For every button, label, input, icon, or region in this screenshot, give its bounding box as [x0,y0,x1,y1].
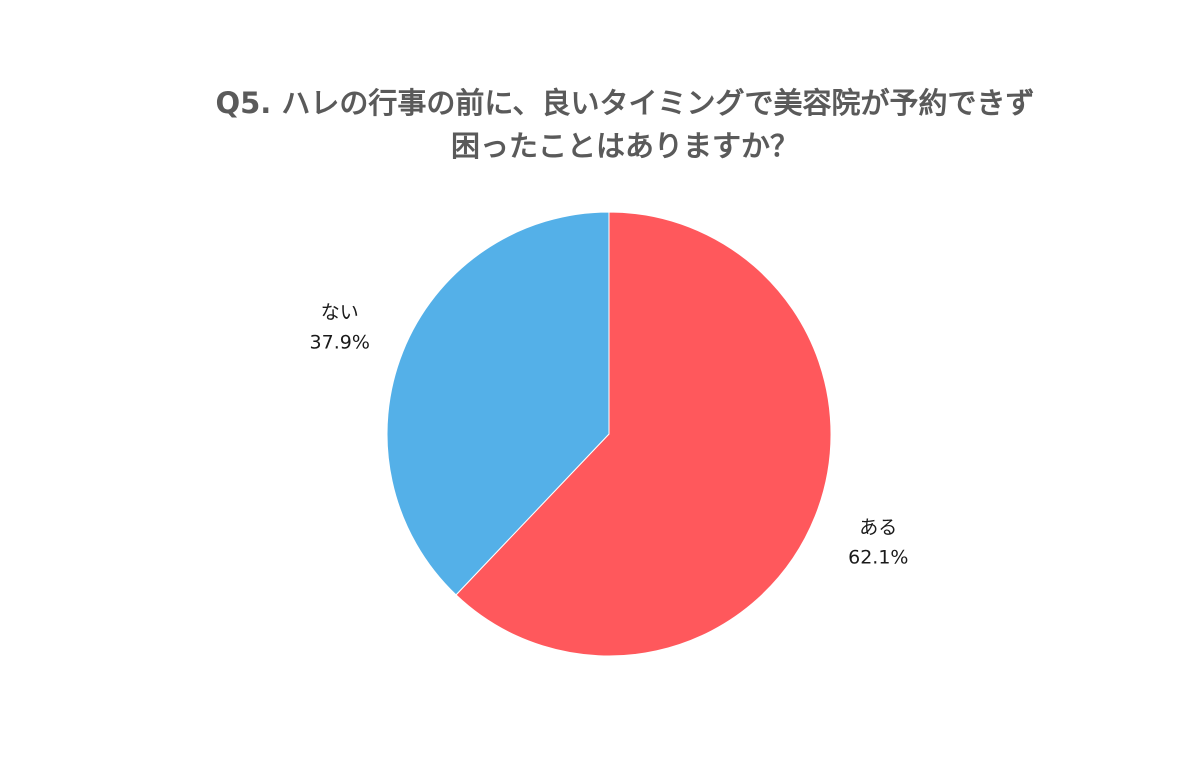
chart-title-line-1: Q5. ハレの行事の前に、良いタイミングで美容院が予約できず [215,86,1035,120]
pie-slice-category-2: ない [321,301,359,323]
pie-slice-value-2: 37.9% [310,331,370,353]
chart-title-line-2: 困ったことはありますか？ [450,129,799,163]
pie-slice-value-1: 62.1% [848,547,908,569]
pie-slice-label-1: ある 62.1% [848,517,908,569]
chart-title: Q5. ハレの行事の前に、良いタイミングで美容院が予約できず 困ったことはありま… [0,82,1200,168]
pie-slice-category-1: ある [859,517,897,539]
pie-slice-2 [386,211,610,596]
pie-slice-label-2: ない 37.9% [310,301,370,353]
pie-slices [386,211,832,657]
pie-labels: ある 62.1% ない 37.9% [310,301,909,568]
pie-slice-1 [455,211,832,657]
